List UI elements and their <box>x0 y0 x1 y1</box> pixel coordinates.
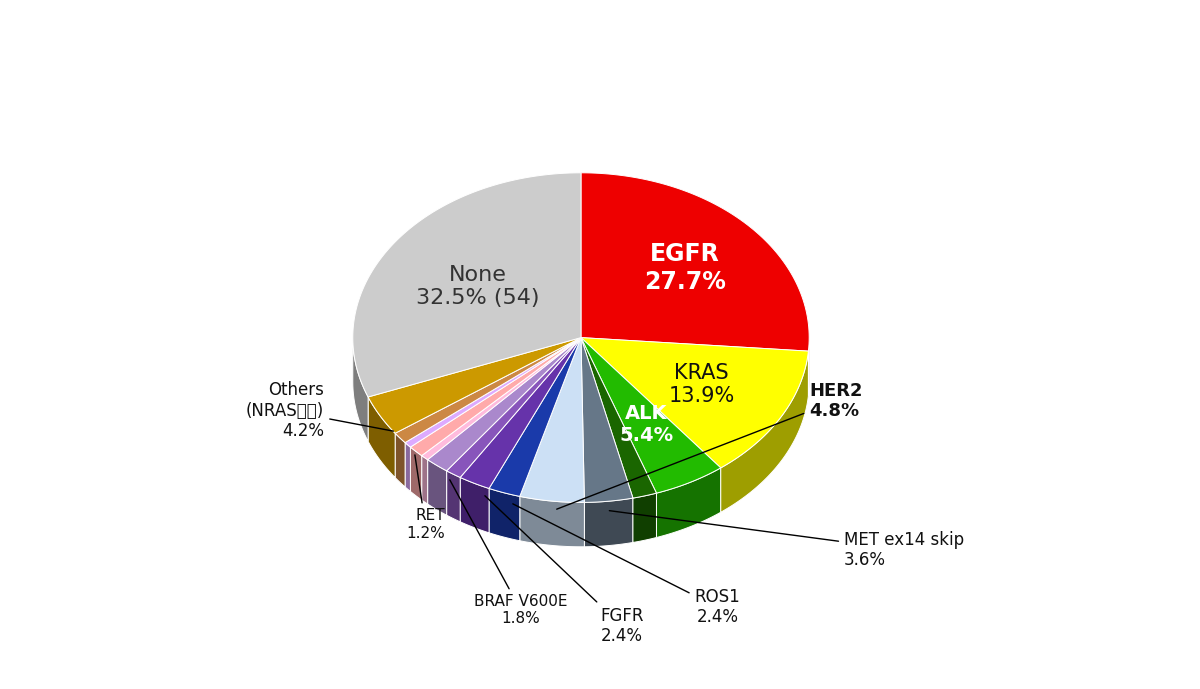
Polygon shape <box>427 338 581 471</box>
Text: None
32.5% (54): None 32.5% (54) <box>415 265 539 308</box>
Polygon shape <box>410 338 581 455</box>
Polygon shape <box>395 338 581 442</box>
Polygon shape <box>520 338 584 502</box>
Polygon shape <box>353 173 581 397</box>
Polygon shape <box>490 489 520 541</box>
Text: Others
(NRASなど)
4.2%: Others (NRASなど) 4.2% <box>246 381 394 440</box>
Polygon shape <box>632 493 656 542</box>
Polygon shape <box>581 173 809 351</box>
Polygon shape <box>406 442 410 491</box>
Polygon shape <box>490 338 581 496</box>
Polygon shape <box>427 460 446 515</box>
Text: FGFR
2.4%: FGFR 2.4% <box>485 496 644 646</box>
Polygon shape <box>581 338 632 502</box>
Text: KRAS
13.9%: KRAS 13.9% <box>668 363 734 407</box>
Polygon shape <box>410 447 421 500</box>
Text: ALK
5.4%: ALK 5.4% <box>619 404 673 445</box>
Polygon shape <box>421 455 427 504</box>
Polygon shape <box>584 498 632 547</box>
Text: RET
1.2%: RET 1.2% <box>406 455 445 541</box>
Polygon shape <box>353 338 368 442</box>
Polygon shape <box>460 477 490 533</box>
Polygon shape <box>368 397 395 477</box>
Polygon shape <box>446 471 460 522</box>
Polygon shape <box>581 338 656 498</box>
Polygon shape <box>460 338 581 489</box>
Text: ROS1
2.4%: ROS1 2.4% <box>512 504 740 626</box>
Polygon shape <box>421 338 581 460</box>
Text: BRAF V600E
1.8%: BRAF V600E 1.8% <box>450 480 568 626</box>
Polygon shape <box>406 338 581 447</box>
Polygon shape <box>581 338 721 493</box>
Polygon shape <box>520 496 584 547</box>
Polygon shape <box>581 338 809 468</box>
Text: HER2
4.8%: HER2 4.8% <box>557 382 863 509</box>
Polygon shape <box>395 433 406 487</box>
Polygon shape <box>721 351 809 512</box>
Text: MET ex14 skip
3.6%: MET ex14 skip 3.6% <box>610 511 964 569</box>
Polygon shape <box>656 468 721 537</box>
Polygon shape <box>446 338 581 477</box>
Text: EGFR
27.7%: EGFR 27.7% <box>644 243 726 294</box>
Polygon shape <box>368 338 581 433</box>
